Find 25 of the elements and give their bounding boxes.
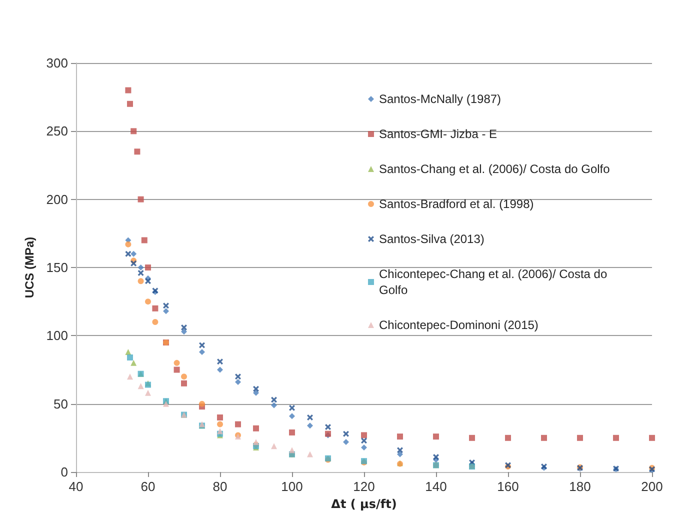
legend-label: Santos-McNally (1987) — [379, 92, 502, 106]
legend-label: Santos-Chang et al. (2006)/ Costa do Golfo — [379, 162, 610, 176]
x-tick-label: 80 — [212, 479, 228, 494]
y-tick-label: 200 — [46, 192, 68, 207]
y-tick-label: 250 — [46, 124, 68, 139]
y-tick-label: 100 — [46, 328, 68, 344]
x-axis-title: Δt ( μs/ft) — [331, 496, 397, 511]
x-tick-label: 60 — [140, 479, 156, 494]
legend-label: Chicontepec-Dominoni (2015) — [379, 318, 538, 332]
y-tick-label: 300 — [46, 56, 68, 70]
y-tick-label: 50 — [54, 396, 68, 412]
legend-label: Chicontepec-Chang et al. (2006)/ Costa do Golfo — [379, 267, 610, 297]
x-tick-label: 200 — [641, 479, 663, 494]
x-tick-label: 40 — [68, 479, 84, 494]
y-tick-label: 0 — [60, 464, 68, 480]
legend-label: Santos-Bradford et al. (1998) — [379, 197, 534, 211]
legend-label: Santos-Silva (2013) — [379, 232, 484, 246]
x-tick-label: 160 — [497, 479, 519, 494]
legend-label: Santos-GMI- Jizba - E — [379, 127, 498, 141]
x-tick-label: 140 — [425, 479, 447, 494]
y-tick-label: 150 — [46, 260, 68, 275]
x-tick-label: 180 — [569, 479, 591, 494]
x-tick-label: 100 — [281, 479, 303, 494]
y-axis-title: UCS (MPa) — [22, 236, 36, 298]
x-tick-label: 120 — [353, 479, 375, 494]
